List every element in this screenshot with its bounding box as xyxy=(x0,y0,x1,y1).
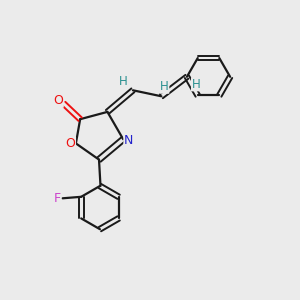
Text: O: O xyxy=(53,94,63,107)
Text: O: O xyxy=(65,137,75,150)
Text: H: H xyxy=(160,80,169,93)
Text: H: H xyxy=(191,78,200,91)
Text: H: H xyxy=(119,75,128,88)
Text: N: N xyxy=(124,134,133,147)
Text: F: F xyxy=(54,192,61,205)
